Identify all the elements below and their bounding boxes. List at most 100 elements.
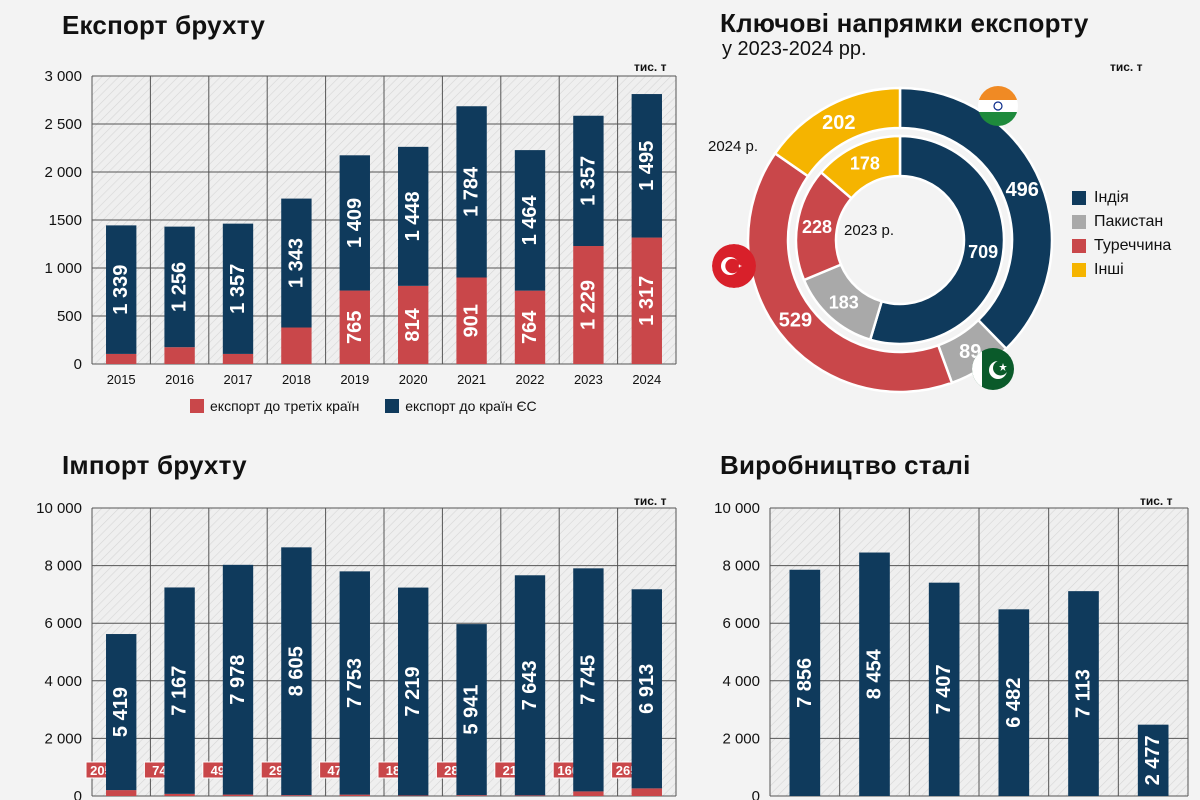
bar (222, 353, 254, 364)
directions-legend: Індія Пакистан Туреччина Інші (1072, 186, 1171, 282)
value-label: 1 357 (227, 264, 249, 314)
steel-unit: тис. т (1140, 494, 1173, 508)
bar (631, 94, 662, 238)
legend-other-swatch (1072, 263, 1086, 277)
x-tick-label: 2021 (457, 372, 486, 387)
value-label: 5 941 (461, 685, 483, 735)
directions-subtitle: у 2023-2024 рр. (722, 38, 867, 60)
value-label: 74 (152, 763, 167, 778)
y-tick-label: 0 (752, 788, 760, 800)
y-tick-label: 3 000 (44, 68, 82, 85)
legend-eu-label: експорт до країн ЄС (405, 398, 537, 414)
import-panel: Імпорт брухту тис. т 0 2 000 4 000 6 000 8 0… (0, 440, 690, 800)
bar (1137, 724, 1169, 796)
value-label: 7 643 (519, 660, 541, 710)
value-label: 1 448 (402, 191, 424, 241)
outer-ring-label: 2024 р. (708, 138, 759, 155)
export-legend: експорт до третіх країн експорт до країн… (190, 398, 559, 416)
bar (514, 150, 546, 291)
legend-other: Інші (1072, 258, 1171, 282)
legend-third-label: експорт до третіх країн (210, 398, 360, 414)
value-label: 7 978 (227, 655, 249, 705)
legend-eu: експорт до країн ЄС (385, 398, 537, 414)
bar (398, 795, 429, 796)
value-label: 7 113 (1073, 669, 1095, 718)
bar (398, 285, 429, 364)
value-label: 901 (461, 304, 483, 337)
donut-slice (819, 134, 902, 201)
y-tick-label: 1500 (49, 212, 82, 229)
bar (281, 198, 312, 328)
bar (164, 793, 195, 796)
value-label: 814 (402, 307, 424, 341)
legend-eu-swatch (385, 399, 400, 413)
value-label: 1 343 (285, 238, 307, 288)
value-label: 21 (503, 763, 517, 778)
y-tick-label: 2 000 (44, 730, 82, 747)
legend-india-swatch (1072, 191, 1086, 205)
donut-value-label: 183 (829, 292, 859, 312)
directions-unit: тис. т (1110, 60, 1143, 74)
bar (398, 146, 429, 286)
y-tick-label: 6 000 (44, 615, 82, 632)
donut-value-label: 529 (779, 310, 812, 332)
donut-value-label: 202 (822, 112, 855, 134)
bar (339, 290, 370, 364)
turkey-flag-icon (712, 244, 756, 288)
legend-pakistan: Пакистан (1072, 210, 1171, 234)
legend-turkey-swatch (1072, 239, 1086, 253)
bar (281, 327, 312, 364)
y-tick-label: 2 500 (44, 116, 82, 133)
bar (164, 587, 195, 794)
value-label: 18 (386, 763, 400, 778)
bar (456, 624, 487, 796)
inner-ring-label: 2023 р. (844, 222, 895, 239)
donut-slice (898, 86, 1054, 351)
bar (106, 353, 137, 364)
y-tick-label: 8 000 (722, 558, 760, 575)
india-flag-icon (978, 86, 1018, 126)
value-label: 1 229 (577, 280, 599, 330)
legend-india-label: Індія (1094, 189, 1129, 206)
bar (398, 587, 429, 796)
legend-turkey-label: Туреччина (1094, 237, 1172, 254)
y-tick-label: 4 000 (44, 673, 82, 690)
x-tick-label: 2020 (399, 372, 428, 387)
bar (514, 575, 546, 796)
value-label: 8 605 (285, 646, 307, 696)
donut-value-label: 228 (802, 217, 832, 237)
bar (998, 609, 1030, 796)
bar (339, 794, 370, 796)
legend-turkey: Туреччина (1072, 234, 1171, 258)
y-tick-label: 1 000 (44, 260, 82, 277)
x-tick-label: 2022 (516, 372, 545, 387)
pakistan-flag-icon (972, 348, 1014, 390)
bar (514, 795, 546, 796)
bar (514, 290, 546, 364)
bar (222, 223, 254, 354)
value-label: 1 409 (344, 198, 366, 248)
donut-slice (868, 134, 1006, 346)
steel-chart: 0 2 000 4 000 6 000 8 000 10 000 7 856 8 454 7 4… (714, 500, 1189, 800)
donut-value-label: 496 (1006, 179, 1039, 201)
value-label: 1 784 (461, 166, 483, 217)
import-title: Імпорт брухту (62, 450, 247, 480)
x-tick-label: 2019 (340, 372, 369, 387)
bar (456, 795, 487, 796)
bar (573, 568, 604, 792)
directions-panel: Ключові напрямки експорту у 2023-2024 рр… (700, 0, 1200, 430)
y-tick-label: 6 000 (722, 615, 760, 632)
legend-third-swatch (190, 399, 204, 413)
bar (164, 347, 195, 364)
y-tick-label: 0 (74, 788, 82, 800)
import-unit: тис. т (634, 494, 667, 508)
y-tick-label: 8 000 (44, 558, 82, 575)
bar (789, 569, 821, 796)
export-chart: 0 500 1 000 1500 2 000 2 500 3 000 2015 2016 2017… (44, 68, 677, 387)
value-label: 6 482 (1003, 678, 1025, 728)
x-tick-label: 2018 (282, 372, 311, 387)
value-label: 7 167 (169, 666, 191, 716)
donut-value-label: 178 (850, 154, 880, 174)
bar (631, 237, 662, 364)
